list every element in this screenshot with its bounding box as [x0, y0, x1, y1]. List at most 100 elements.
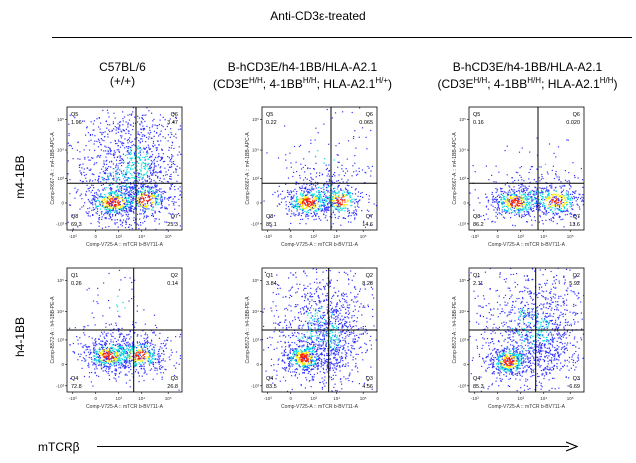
event-dot — [132, 188, 134, 190]
event-dot — [533, 210, 535, 212]
event-dot — [110, 192, 112, 194]
event-dot — [525, 199, 527, 201]
event-dot — [348, 192, 350, 194]
event-dot — [188, 198, 189, 199]
event-dot — [149, 192, 151, 194]
event-dot — [138, 172, 141, 174]
event-dot — [287, 177, 290, 179]
event-dot — [531, 201, 533, 203]
event-dot — [123, 201, 125, 203]
event-dot — [110, 175, 112, 177]
event-dot — [120, 137, 123, 139]
event-dot — [147, 349, 149, 351]
event-dot — [131, 356, 133, 358]
event-dot — [597, 163, 598, 164]
event-dot — [128, 132, 130, 134]
event-dot — [149, 369, 151, 371]
event-dot — [37, 215, 38, 216]
event-dot — [137, 358, 139, 360]
event-dot — [100, 122, 102, 124]
event-dot — [150, 174, 153, 176]
event-dot — [91, 371, 93, 374]
event-dot — [133, 208, 135, 211]
event-dot — [149, 189, 151, 191]
event-dot — [148, 136, 150, 138]
event-dot — [158, 171, 160, 173]
event-dot — [137, 372, 140, 374]
event-dot — [124, 339, 126, 341]
event-dot — [569, 181, 571, 183]
event-dot — [543, 205, 545, 207]
event-dot — [105, 226, 107, 228]
event-dot — [529, 191, 531, 193]
event-dot — [342, 170, 344, 172]
event-dot — [493, 198, 495, 200]
event-dot — [160, 157, 163, 159]
event-dot — [139, 201, 141, 203]
event-dot — [560, 208, 562, 210]
event-dot — [87, 362, 90, 364]
event-dot — [117, 205, 119, 207]
event-dot — [81, 174, 83, 176]
event-dot — [533, 179, 535, 181]
event-dot — [520, 203, 522, 205]
event-dot — [358, 167, 360, 169]
event-dot — [145, 338, 147, 340]
event-dot — [102, 345, 104, 347]
event-dot — [496, 195, 498, 197]
event-dot — [555, 170, 557, 173]
event-dot — [520, 210, 522, 212]
event-dot — [112, 123, 114, 125]
event-dot — [555, 174, 557, 176]
event-dot — [295, 161, 297, 163]
event-dot — [131, 342, 133, 344]
event-dot — [128, 207, 130, 209]
event-dot — [315, 195, 317, 198]
event-dot — [122, 348, 124, 350]
event-dot — [85, 173, 87, 176]
event-dot — [163, 283, 164, 284]
event-dot — [125, 348, 127, 350]
event-dot — [352, 201, 354, 203]
event-dot — [307, 215, 309, 217]
event-dot — [61, 129, 62, 130]
event-dot — [111, 202, 113, 204]
event-dot — [150, 368, 153, 370]
event-dot — [344, 210, 346, 212]
event-dot — [122, 124, 124, 126]
event-dot — [141, 348, 143, 350]
event-dot — [113, 350, 115, 352]
event-dot — [362, 196, 364, 198]
event-dot — [545, 187, 547, 190]
event-dot — [103, 364, 105, 366]
event-dot — [191, 325, 192, 326]
event-dot — [558, 215, 560, 217]
event-dot — [186, 195, 187, 196]
event-dot — [550, 206, 552, 208]
event-dot — [120, 155, 122, 157]
event-dot — [115, 198, 117, 200]
event-dot — [121, 204, 123, 206]
event-dot — [121, 208, 123, 210]
event-dot — [112, 197, 114, 199]
event-dot — [311, 196, 313, 198]
event-dot — [129, 113, 131, 116]
event-dot — [156, 62, 157, 63]
event-dot — [128, 359, 130, 361]
event-dot — [105, 200, 107, 202]
event-dot — [519, 196, 521, 198]
event-dot — [288, 191, 290, 193]
event-dot — [159, 366, 161, 368]
event-dot — [109, 184, 111, 186]
event-dot — [108, 370, 110, 373]
event-dot — [120, 355, 122, 357]
event-dot — [170, 184, 172, 186]
event-dot — [100, 138, 102, 140]
event-dot — [118, 173, 120, 175]
event-dot — [513, 207, 515, 209]
event-dot — [171, 164, 173, 166]
event-dot — [91, 189, 93, 191]
event-dot — [522, 196, 525, 198]
event-dot — [175, 168, 177, 170]
